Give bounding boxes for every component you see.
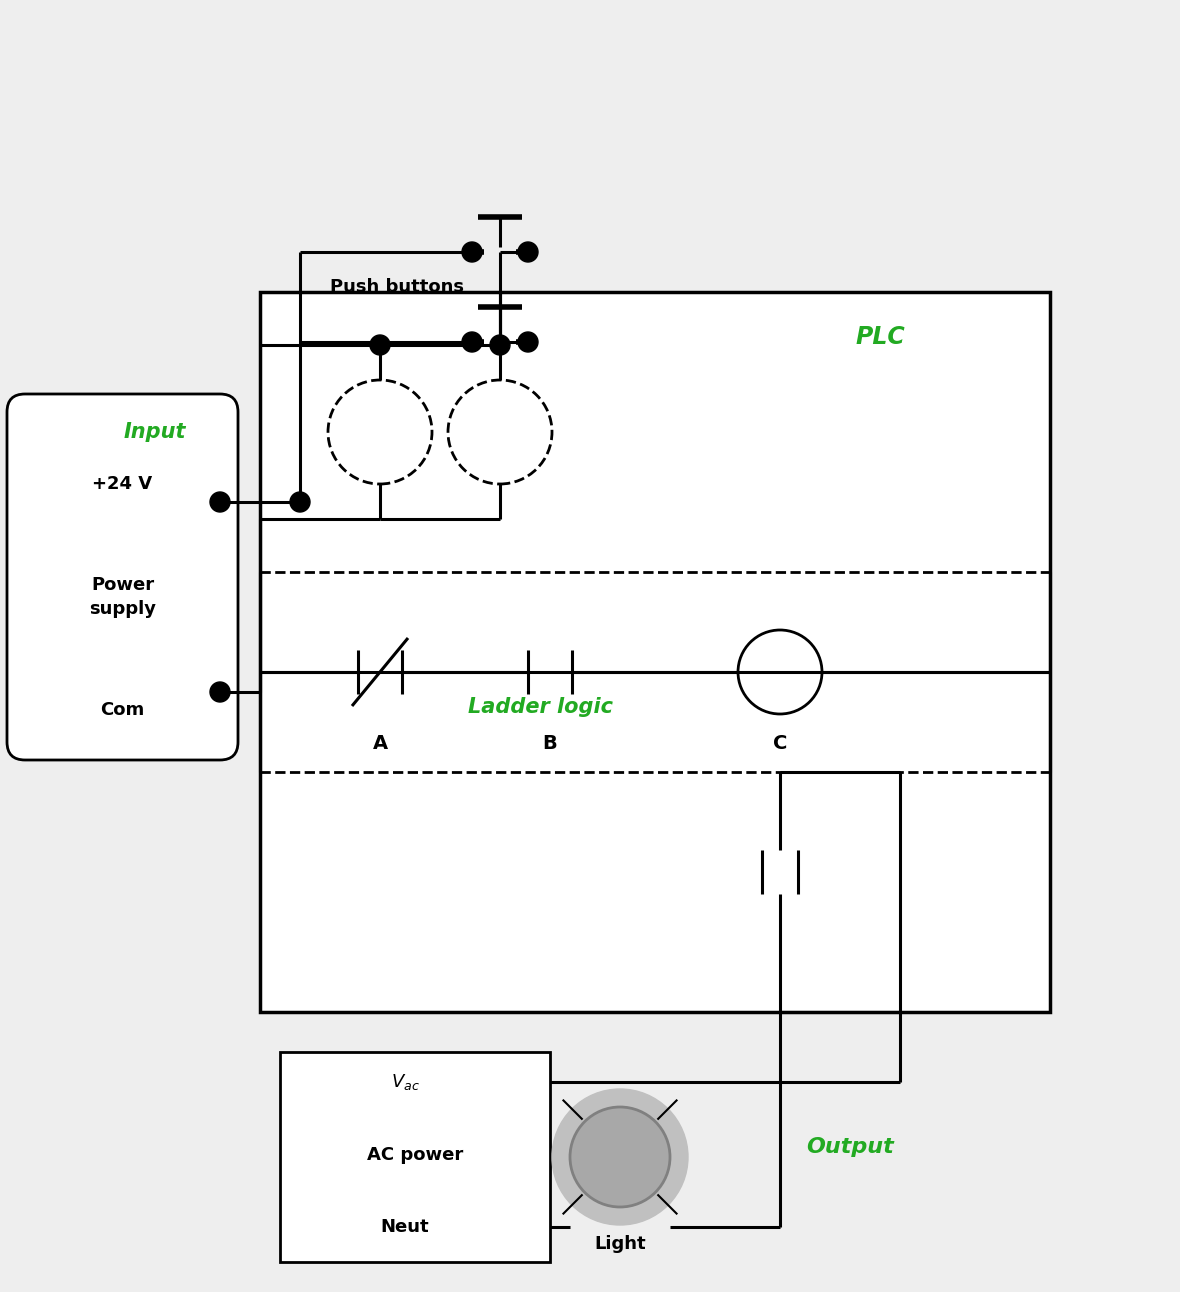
Circle shape bbox=[210, 492, 230, 512]
Text: AC power: AC power bbox=[367, 1146, 463, 1164]
Circle shape bbox=[738, 630, 822, 714]
Text: C: C bbox=[773, 734, 787, 753]
FancyBboxPatch shape bbox=[7, 394, 238, 760]
Circle shape bbox=[328, 380, 432, 484]
FancyBboxPatch shape bbox=[427, 354, 573, 510]
Text: Push buttons: Push buttons bbox=[330, 278, 464, 296]
FancyBboxPatch shape bbox=[477, 614, 623, 730]
Text: Power
supply: Power supply bbox=[88, 576, 156, 618]
Text: Light: Light bbox=[595, 1235, 645, 1253]
Text: Input: Input bbox=[124, 422, 186, 442]
Circle shape bbox=[518, 332, 538, 351]
Circle shape bbox=[570, 1107, 670, 1207]
Text: $V_{ac}$: $V_{ac}$ bbox=[391, 1072, 419, 1092]
Text: Output: Output bbox=[806, 1137, 894, 1158]
FancyBboxPatch shape bbox=[307, 354, 453, 510]
Circle shape bbox=[210, 682, 230, 702]
Text: A: A bbox=[373, 734, 387, 753]
Circle shape bbox=[371, 335, 391, 355]
Text: Neut: Neut bbox=[381, 1218, 430, 1236]
Text: B: B bbox=[543, 734, 557, 753]
Circle shape bbox=[463, 332, 481, 351]
Text: Ladder logic: Ladder logic bbox=[467, 696, 612, 717]
Circle shape bbox=[290, 492, 310, 512]
Text: +24 V: +24 V bbox=[92, 475, 152, 494]
Circle shape bbox=[552, 1089, 688, 1225]
Circle shape bbox=[463, 242, 481, 262]
FancyBboxPatch shape bbox=[725, 824, 835, 920]
FancyBboxPatch shape bbox=[707, 609, 853, 740]
Text: PLC: PLC bbox=[856, 326, 905, 349]
FancyBboxPatch shape bbox=[260, 292, 1050, 1012]
Circle shape bbox=[490, 335, 510, 355]
Circle shape bbox=[448, 380, 552, 484]
Text: Com: Com bbox=[100, 702, 145, 720]
FancyBboxPatch shape bbox=[307, 609, 453, 740]
Circle shape bbox=[518, 242, 538, 262]
FancyBboxPatch shape bbox=[280, 1052, 550, 1262]
